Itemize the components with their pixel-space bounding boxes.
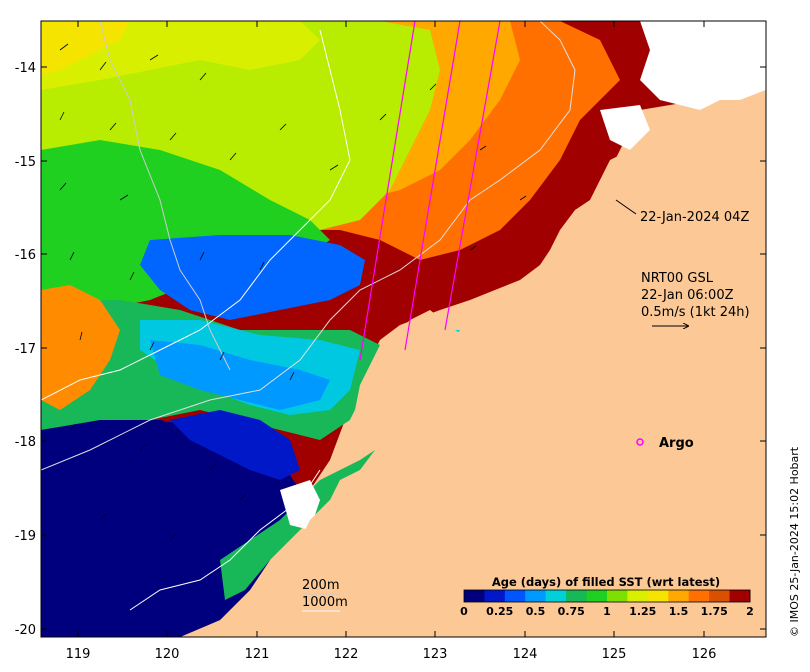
lon-tick: 126 (692, 647, 717, 662)
lon-tick: 121 (245, 647, 270, 662)
colorbar-ticks: 0 0.25 0.5 0.75 1 1.25 1.5 1.75 2 (460, 605, 754, 618)
colorbar-swatches (464, 590, 751, 602)
contour-outer (99, 21, 231, 371)
colorbar-swatch (504, 590, 526, 602)
colorbar-swatch (647, 590, 669, 602)
lat-tick: -16 (15, 248, 36, 263)
ocean-zone-orange-west (41, 285, 120, 410)
colorbar-swatch (484, 590, 506, 602)
colorbar-tick-label: 1.75 (701, 605, 728, 618)
colorbar-title: Age (days) of filled SST (wrt latest) (492, 575, 720, 589)
current-scale-label: 0.5m/s (1kt 24h) (641, 305, 750, 320)
colorbar-swatch (607, 590, 628, 602)
lat-axis (41, 66, 766, 630)
colorbar-swatch (729, 590, 751, 602)
plot-frame (40, 20, 767, 638)
lat-tick: -19 (15, 529, 36, 544)
lat-tick: -14 (15, 61, 36, 76)
map-plot-area (41, 21, 766, 637)
kimberley-land (230, 90, 766, 637)
colorbar-swatch (709, 590, 731, 602)
lon-tick: 123 (423, 647, 448, 662)
swath-edge-2 (404, 21, 461, 351)
colorbar-swatch (627, 590, 649, 602)
colorbar-swatch (545, 590, 567, 602)
contour-south (129, 469, 321, 611)
ocean-zone-green (41, 140, 330, 320)
colorbar-tick-label: 0.5 (526, 605, 546, 618)
lat-tick: -15 (15, 155, 36, 170)
ocean-zone-yellow (41, 21, 130, 75)
contour-200m (41, 21, 576, 471)
contour-1000m (41, 29, 351, 401)
lon-tick: 125 (602, 647, 627, 662)
colorbar-tick-label: 0.25 (486, 605, 513, 618)
colorbar-tick-label: 1.5 (669, 605, 689, 618)
lon-tick: 124 (513, 647, 538, 662)
swath-edge-3 (444, 21, 501, 331)
current-time-label: 22-Jan 06:00Z (641, 288, 734, 303)
current-vectors (59, 43, 527, 541)
colorbar-swatch (688, 590, 710, 602)
contour-1000-label: 1000m (302, 595, 348, 610)
missing-data-ne (640, 21, 766, 110)
current-product-label: NRT00 GSL (641, 271, 714, 286)
ocean-zone-light-blue (150, 340, 330, 410)
swath-edge-1 (359, 21, 416, 361)
missing-data-south (280, 480, 320, 530)
colorbar-tick-label: 1.25 (629, 605, 656, 618)
colorbar-swatch (586, 590, 608, 602)
contour-200-label: 200m (302, 578, 339, 593)
colorbar-tick-label: 0.75 (558, 605, 585, 618)
argo-label: Argo (659, 436, 694, 451)
colorbar-swatch (525, 590, 547, 602)
argo-marker-icon (636, 438, 644, 446)
swath-time-label: 22-Jan-2024 04Z (640, 210, 749, 225)
lon-tick: 122 (334, 647, 359, 662)
missing-data-coast (600, 105, 650, 150)
ocean-zone-mid-blue (170, 410, 300, 480)
colorbar-tick-label: 0 (460, 605, 468, 618)
lon-tick: 119 (66, 647, 91, 662)
credit-text: © IMOS 25-Jan-2024 15:02 Hobart (788, 446, 801, 637)
colorbar-swatch (464, 590, 485, 602)
lat-tick: -18 (15, 435, 36, 450)
colorbar-tick-label: 1 (603, 605, 611, 618)
colorbar-swatch (668, 590, 690, 602)
colorbar-frame (463, 589, 751, 603)
lat-tick: -17 (15, 342, 36, 357)
colorbar-swatch (566, 590, 588, 602)
lat-tick: -20 (15, 623, 36, 638)
colorbar-tick-label: 2 (746, 605, 754, 618)
lon-tick: 120 (155, 647, 180, 662)
ocean-zone-blue (140, 235, 365, 320)
swath-time-leader (615, 199, 637, 215)
lon-axis (77, 21, 705, 637)
